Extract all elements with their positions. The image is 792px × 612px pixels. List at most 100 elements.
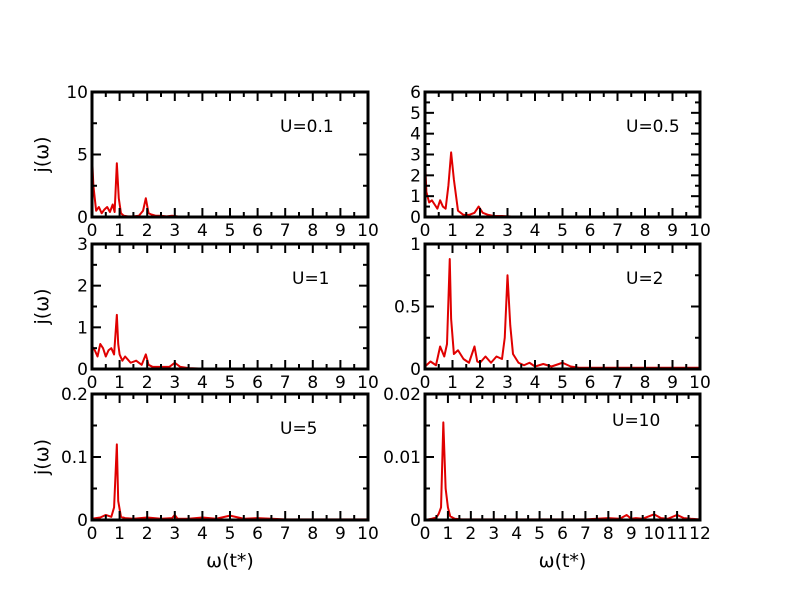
x-tick-label: 5 [557,373,568,393]
y-tick-label: 1 [410,235,421,255]
u-annotation: U=5 [280,419,318,439]
x-tick-label: 10 [689,221,711,241]
y-tick-label: 0 [77,208,88,228]
plot-frame [423,90,702,219]
x-tick-label: 7 [580,524,591,544]
x-tick-label: 0 [420,221,431,241]
y-tick-label: 0 [410,208,421,228]
x-tick-label: 6 [252,524,263,544]
x-tick-label: 2 [465,524,476,544]
x-tick-label: 8 [603,524,614,544]
x-tick-label: 4 [197,221,208,241]
x-tick-label: 10 [357,373,379,393]
plot-frame [423,242,702,371]
x-tick-label: 5 [225,373,236,393]
x-axis-label: ω(t*) [539,550,587,572]
y-tick-label: 6 [410,83,421,103]
x-tick-label: 9 [335,524,346,544]
x-tick-label: 3 [169,524,180,544]
x-tick-label: 6 [557,524,568,544]
x-tick-label: 7 [612,373,623,393]
x-tick-label: 3 [169,373,180,393]
x-tick-label: 4 [530,373,541,393]
y-tick-label: 0.5 [394,298,421,318]
y-tick-label: 0 [77,511,88,531]
x-tick-label: 5 [225,524,236,544]
x-tick-label: 1 [114,373,125,393]
plot-frame [90,90,370,219]
series-line-4-1 [424,258,700,369]
y-tick-label: 1 [410,187,421,207]
y-tick-label: 0.02 [383,385,421,405]
y-tick-label: 0 [410,511,421,531]
x-tick-label: 10 [357,524,379,544]
x-tick-label: 5 [225,221,236,241]
u-annotation: U=2 [626,269,664,289]
x-tick-label: 2 [475,221,486,241]
y-tick-label: 3 [410,146,421,166]
x-tick-label: 1 [447,221,458,241]
x-tick-label: 0 [87,221,98,241]
y-tick-label: 0.2 [61,385,88,405]
y-tick-label: 0.1 [61,448,88,468]
x-tick-label: 3 [488,524,499,544]
plot-frame [90,392,370,522]
x-tick-label: 6 [252,373,263,393]
x-tick-label: 10 [643,524,665,544]
x-tick-label: 2 [142,221,153,241]
u-annotation: U=10 [612,411,660,431]
x-tick-label: 8 [640,221,651,241]
x-tick-label: 4 [197,524,208,544]
x-tick-label: 6 [585,373,596,393]
x-tick-label: 2 [142,524,153,544]
u-annotation: U=1 [292,269,330,289]
x-tick-label: 7 [612,221,623,241]
x-tick-label: 0 [420,524,431,544]
x-tick-label: 0 [87,373,98,393]
x-tick-label: 9 [667,221,678,241]
x-tick-label: 8 [307,524,318,544]
y-tick-label: 1 [77,318,88,338]
y-tick-label: 4 [410,125,421,145]
y-tick-label: 0 [410,360,421,380]
plot-frame [90,242,370,371]
x-tick-label: 1 [114,524,125,544]
x-tick-label: 5 [557,221,568,241]
x-tick-label: 9 [335,373,346,393]
x-tick-label: 12 [689,524,711,544]
x-tick-label: 10 [689,373,711,393]
x-tick-label: 7 [280,221,291,241]
y-tick-label: 5 [77,146,88,166]
plot-frame [423,392,702,522]
u-annotation: U=0.5 [626,117,680,137]
x-tick-label: 4 [511,524,522,544]
y-tick-label: 3 [77,235,88,255]
x-tick-label: 1 [447,373,458,393]
y-tick-label: 2 [77,277,88,297]
x-tick-label: 1 [443,524,454,544]
x-tick-label: 6 [252,221,263,241]
x-tick-label: 1 [114,221,125,241]
x-tick-label: 8 [307,221,318,241]
x-tick-label: 4 [530,221,541,241]
y-tick-label: 2 [410,166,421,186]
x-tick-label: 8 [307,373,318,393]
x-tick-label: 0 [87,524,98,544]
x-tick-label: 11 [666,524,688,544]
x-tick-label: 3 [169,221,180,241]
x-tick-label: 9 [667,373,678,393]
y-axis-label: j(ω) [31,439,53,476]
y-axis-label: j(ω) [31,288,53,325]
x-tick-label: 8 [640,373,651,393]
x-tick-label: 0 [420,373,431,393]
x-tick-label: 2 [475,373,486,393]
y-axis-label: j(ω) [31,136,53,173]
